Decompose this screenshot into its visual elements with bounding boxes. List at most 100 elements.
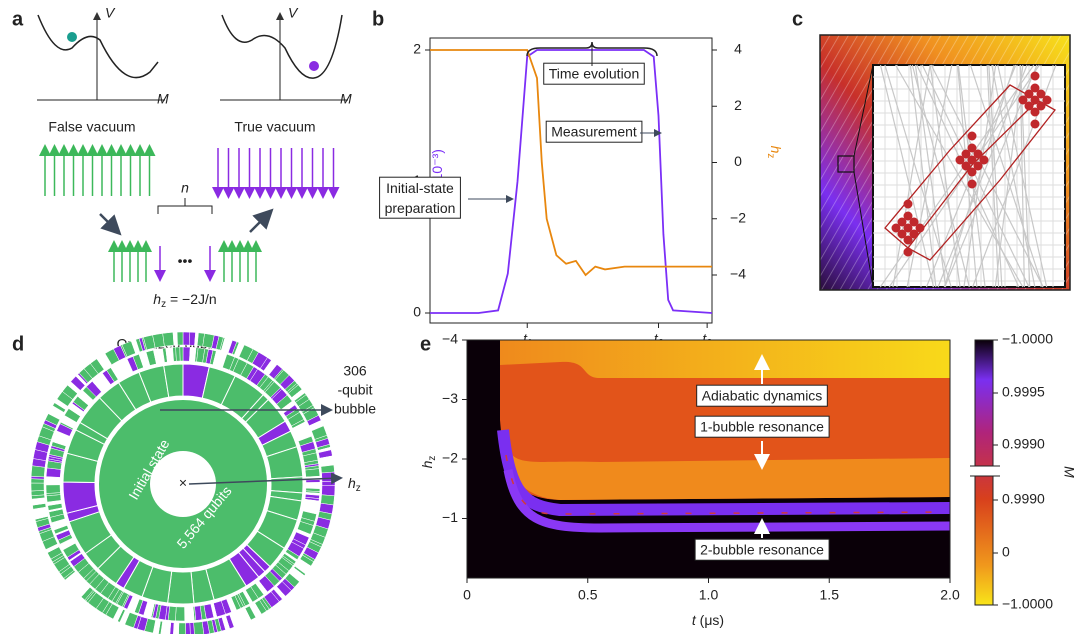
- heatmap-band: [497, 429, 951, 517]
- x-tick-label: t₃: [702, 331, 712, 347]
- bubble-segment: [321, 481, 336, 486]
- bubble-segment: [30, 490, 45, 497]
- qubit-node: [967, 167, 977, 177]
- colorbar-break-lines: [970, 465, 1000, 477]
- state-dot: [67, 32, 77, 42]
- y-tick-label: −4: [442, 331, 458, 347]
- bubble-segment: [185, 622, 191, 634]
- bubble-segment: [182, 331, 191, 346]
- coupler: [963, 64, 997, 288]
- potential-curve: [221, 14, 343, 79]
- center-mark: ×: [179, 475, 187, 491]
- annotation: Measurement: [551, 124, 637, 140]
- qubit-node: [967, 179, 977, 189]
- qubit-node: [909, 217, 919, 227]
- bracket: [157, 198, 213, 214]
- y2-tick-label: 2: [734, 97, 742, 113]
- y-tick-label: −2: [442, 450, 458, 466]
- qubit-node: [1018, 95, 1028, 105]
- text-part: h: [348, 475, 356, 491]
- potential-curve: [37, 14, 159, 79]
- qubit-node: [903, 235, 913, 245]
- bubble-segment: [176, 331, 184, 346]
- heatmap-band: [503, 469, 951, 533]
- x-tick-label: 0.5: [578, 587, 598, 603]
- qubit-node: [1036, 101, 1046, 111]
- bubble-segment: [175, 606, 185, 622]
- colorbar-label: M: [1061, 466, 1077, 478]
- qubit-node: [973, 161, 983, 171]
- qubit-node: [979, 155, 989, 165]
- qubit-node: [915, 223, 925, 233]
- coupler: [914, 64, 947, 288]
- colorbar-tick-label: 0.9990: [1002, 491, 1045, 507]
- qubit-node: [961, 161, 971, 171]
- colorbar-tick-label: 0: [1002, 544, 1010, 560]
- bubble-segment: [45, 476, 61, 486]
- formula: hz = −2J/n: [153, 291, 216, 310]
- qubit-node: [1030, 119, 1040, 129]
- hz-label: hz: [348, 475, 361, 494]
- y2-tick-label: 0: [734, 153, 742, 169]
- qubit-node: [961, 149, 971, 159]
- coupler: [906, 64, 953, 288]
- qubit-node: [1030, 83, 1040, 93]
- text-part: Initial-state: [386, 180, 454, 196]
- coupler: [969, 64, 1044, 288]
- panel-letter: d: [12, 333, 24, 355]
- annotation-box: [694, 415, 830, 438]
- panel-letter: a: [12, 8, 24, 30]
- state-dot: [309, 61, 319, 71]
- qubit-node: [955, 155, 965, 165]
- qubit-node: [1024, 101, 1034, 111]
- arrow: [249, 208, 274, 233]
- coupler: [930, 64, 1044, 288]
- y-tick-label: −3: [442, 390, 458, 406]
- bubble-label: bubble: [334, 401, 376, 417]
- coupler: [879, 64, 935, 288]
- bubble-segment: [321, 471, 336, 482]
- pointer: [188, 472, 343, 485]
- bubble-segment: [158, 620, 163, 634]
- qubit-node: [903, 199, 913, 209]
- x-tick-label: 1.0: [699, 587, 719, 603]
- coupler: [895, 64, 1024, 288]
- annotation-box: [379, 176, 461, 219]
- coupler: [909, 64, 937, 288]
- colorbar-tick-label: 0.9995: [1002, 384, 1045, 400]
- x-tick-label: t₁: [523, 331, 532, 347]
- hole: [150, 451, 216, 517]
- bubble-segment: [321, 485, 336, 497]
- annotation-box: [545, 120, 643, 143]
- qubit-node: [891, 223, 901, 233]
- bubble-segment: [30, 482, 45, 492]
- y2-tick-label: −4: [730, 266, 746, 282]
- annotation: 1-bubble resonance: [700, 419, 824, 435]
- bubble-segment: [175, 346, 181, 362]
- heatmap-region: [500, 340, 950, 378]
- zoom-lines: [853, 64, 874, 288]
- axis-label: M: [157, 91, 169, 107]
- qubit-node: [897, 229, 907, 239]
- bubble-segment: [172, 331, 178, 346]
- label: True vacuum: [234, 119, 315, 135]
- coupler: [937, 64, 1028, 288]
- qubit-node: [903, 223, 913, 233]
- label: n: [181, 180, 189, 196]
- y-tick-label: 2: [413, 41, 421, 57]
- qubit-node: [967, 131, 977, 141]
- x-tick-label: 0: [463, 587, 471, 603]
- bubble-segment: [162, 332, 175, 347]
- colorbar-tick-label: 0.9990: [1002, 436, 1045, 452]
- annotation: Time evolution: [549, 66, 640, 82]
- y2-tick-label: 4: [734, 41, 742, 57]
- text-part: h: [768, 146, 784, 154]
- text-part: z: [427, 456, 438, 461]
- qubit-node: [903, 247, 913, 257]
- heatmap-region: [508, 448, 950, 500]
- bubble-segment: [193, 621, 205, 634]
- label: False vacuum: [48, 119, 135, 135]
- x-tick-label: t₂: [654, 331, 664, 347]
- y-axis-label: hz: [419, 456, 438, 469]
